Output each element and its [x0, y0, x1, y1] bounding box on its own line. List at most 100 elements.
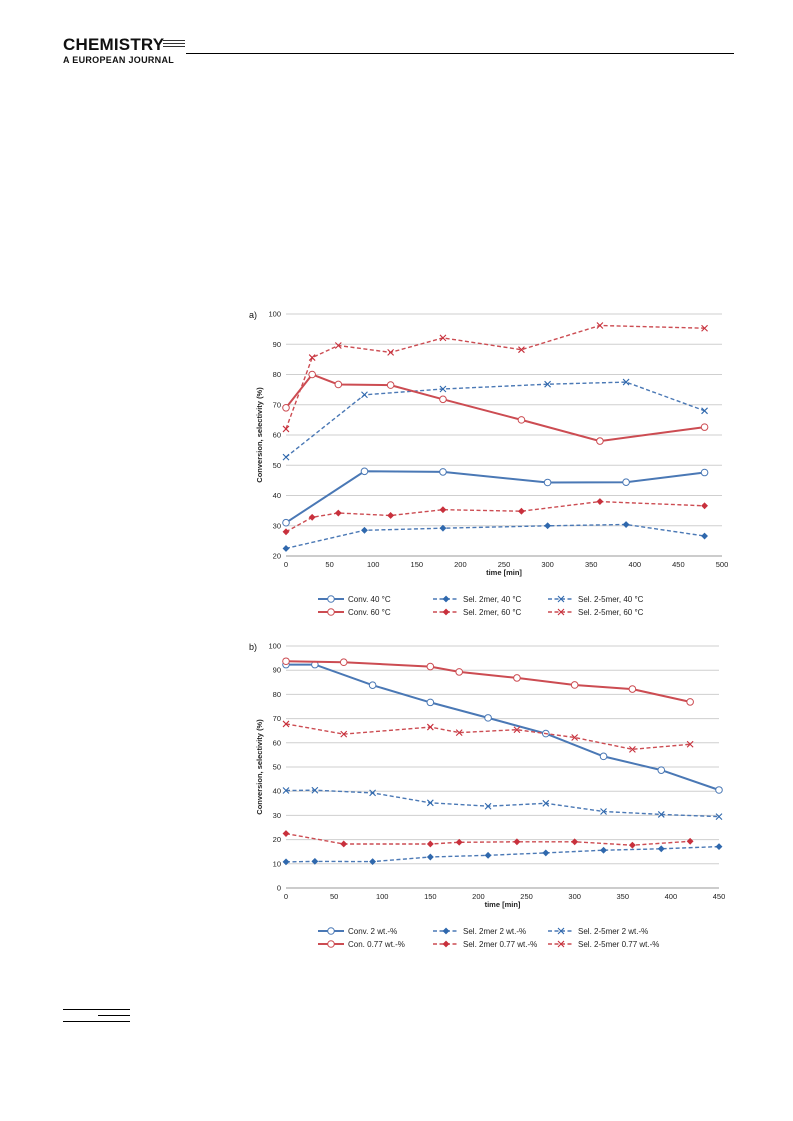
y-tick-label: 50	[273, 461, 281, 470]
series-line	[286, 663, 720, 791]
x-axis-title: time [min]	[485, 900, 521, 909]
data-point	[369, 858, 377, 866]
data-point	[455, 729, 463, 737]
legend-item: Sel. 2mer, 40 °C	[433, 595, 522, 604]
legend-label: Sel. 2mer, 40 °C	[463, 595, 522, 604]
data-point	[571, 734, 579, 741]
data-point	[386, 381, 395, 389]
series-line	[285, 845, 720, 863]
x-axis-title: time [min]	[486, 568, 522, 577]
legend-swatch-marker	[327, 608, 335, 616]
journal-subtitle: A EUROPEAN JOURNAL	[63, 55, 175, 65]
legend-swatch-marker	[442, 940, 450, 948]
series-1	[282, 843, 723, 866]
legend-item: Con. 0.77 wt.-%	[318, 940, 405, 949]
x-tick-label: 300	[568, 892, 581, 901]
y-tick-label: 80	[273, 690, 281, 699]
legend-item: Sel. 2-5mer 2 wt.-%	[548, 927, 648, 936]
legend-swatch-marker	[557, 927, 565, 935]
series-4	[282, 498, 708, 536]
x-tick-label: 350	[617, 892, 630, 901]
data-point	[571, 838, 579, 846]
y-tick-label: 60	[273, 738, 281, 747]
data-point	[426, 723, 434, 731]
data-point	[715, 813, 723, 820]
y-tick-label: 10	[273, 859, 281, 868]
legend-item: Conv. 60 °C	[318, 608, 391, 617]
data-point	[715, 843, 723, 851]
data-point	[426, 840, 434, 848]
data-point	[542, 849, 550, 857]
data-point	[361, 526, 368, 534]
series-line	[285, 523, 705, 550]
data-point	[622, 378, 630, 386]
data-point	[426, 662, 435, 671]
header-rule	[186, 53, 734, 54]
y-tick-label: 70	[273, 400, 281, 409]
data-point	[600, 846, 607, 854]
x-tick-label: 300	[541, 560, 554, 569]
y-axis-title: Conversion, selectivity (%)	[255, 719, 264, 815]
data-point	[282, 425, 290, 433]
legend-item: Sel. 2-5mer, 40 °C	[548, 595, 644, 604]
legend-label: Sel. 2mer 2 wt.-%	[463, 927, 526, 936]
data-point	[439, 385, 447, 393]
data-point	[629, 745, 636, 753]
data-point	[628, 841, 636, 849]
data-point	[282, 518, 290, 527]
data-point	[484, 851, 492, 859]
data-point	[439, 395, 447, 404]
data-point	[282, 528, 290, 536]
series-2	[282, 786, 723, 820]
data-point	[368, 681, 377, 690]
x-tick-label: 0	[284, 560, 288, 569]
legend-swatch-marker	[327, 927, 335, 935]
data-point	[426, 799, 434, 807]
data-point	[426, 853, 434, 861]
legend-item: Sel. 2mer 2 wt.-%	[433, 927, 526, 936]
data-point	[361, 391, 368, 399]
data-point	[542, 799, 550, 807]
legend-label: Sel. 2-5mer, 40 °C	[578, 595, 644, 604]
x-tick-label: 200	[472, 892, 485, 901]
series-0	[282, 467, 709, 527]
series-5	[282, 720, 694, 753]
data-point	[596, 322, 604, 329]
data-point	[657, 811, 665, 818]
legend-swatch-marker	[327, 595, 335, 603]
x-tick-label: 50	[330, 892, 338, 901]
series-3	[282, 657, 694, 706]
x-tick-label: 100	[367, 560, 380, 569]
legend-label: Conv. 40 °C	[348, 595, 391, 604]
data-point	[517, 416, 526, 424]
x-tick-label: 200	[454, 560, 467, 569]
x-tick-label: 450	[672, 560, 685, 569]
data-point	[282, 787, 290, 794]
series-line	[285, 500, 705, 533]
footer-rule	[63, 1009, 130, 1010]
data-point	[282, 453, 290, 461]
data-point	[599, 752, 608, 761]
data-point	[518, 346, 525, 354]
data-point	[600, 808, 607, 815]
chart-panel-b: b) 0 10 20 30 40 50 60 70 80 90 100 0 50 100 150 200 250 3…	[249, 642, 725, 950]
legend-item: Sel. 2-5mer, 60 °C	[548, 608, 644, 617]
legend-swatch-marker	[327, 940, 335, 948]
series-4	[282, 830, 694, 849]
data-point	[340, 730, 348, 738]
x-tick-label: 250	[520, 892, 533, 901]
data-point	[543, 478, 552, 487]
data-point	[622, 521, 630, 528]
legend-swatch-marker	[557, 595, 565, 603]
data-point	[513, 674, 521, 682]
data-point	[311, 786, 319, 794]
x-tick-label: 50	[325, 560, 333, 569]
legend-swatch-marker	[557, 940, 565, 948]
data-point	[570, 681, 579, 689]
data-point	[282, 830, 290, 837]
x-tick-label: 150	[424, 892, 437, 901]
y-tick-label: 40	[273, 787, 281, 796]
y-tick-label: 90	[273, 340, 281, 349]
data-point	[455, 838, 463, 846]
legend-label: Conv. 60 °C	[348, 608, 391, 617]
